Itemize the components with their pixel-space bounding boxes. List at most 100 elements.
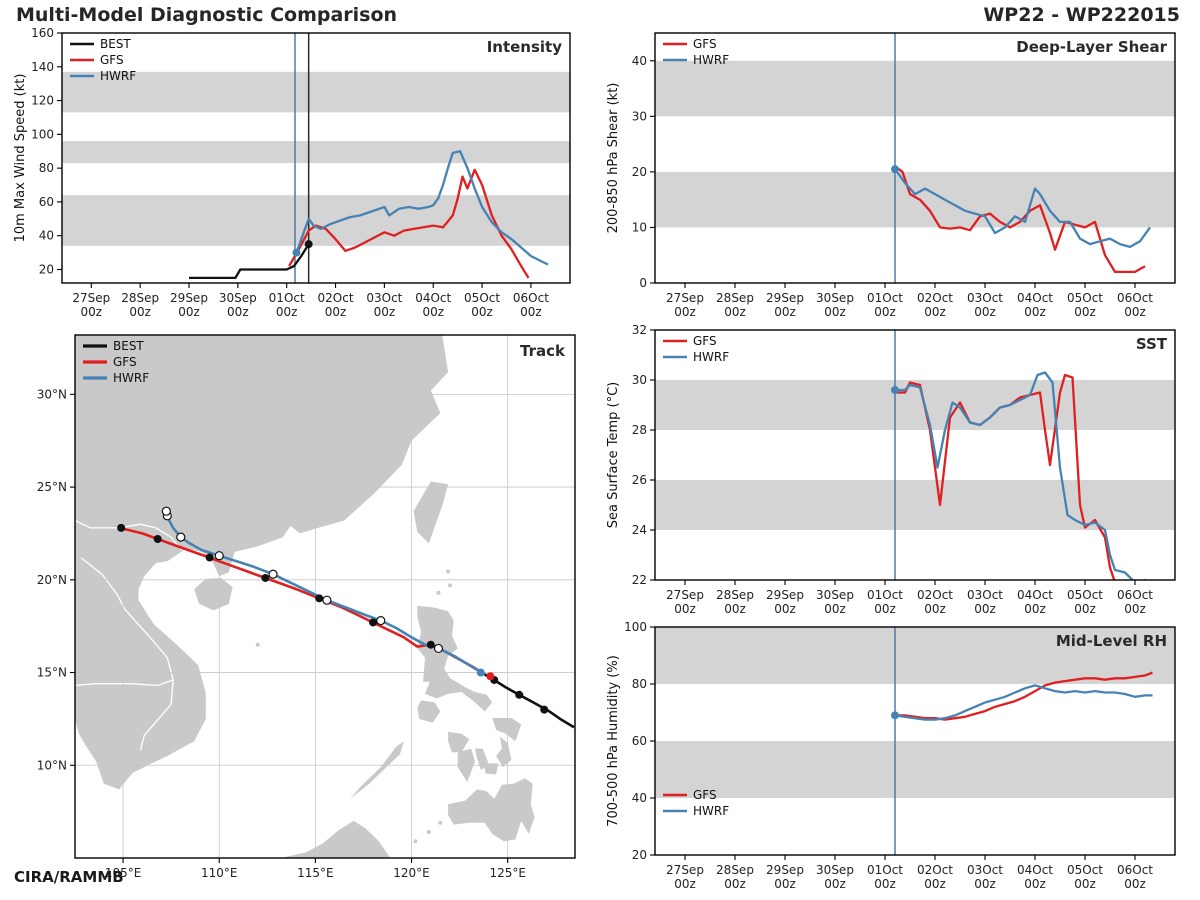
x-tick-label: 01Oct [269,291,305,305]
sst-category-band [655,380,1175,430]
track-fix-open [433,643,444,654]
x-tick-sublabel: 00z [874,602,896,616]
y-tick-label: 40 [632,791,647,805]
track-fix-filled [153,535,162,544]
intensity-title: Intensity [487,38,563,56]
x-tick-label: 03Oct [967,291,1003,305]
gfs-start-marker [486,672,495,681]
intensity-category-band [62,141,570,164]
shear-gfs-line [894,165,1146,274]
legend-label-hwrf: HWRF [693,804,729,818]
y-tick-label: 140 [31,60,54,74]
country-border [80,557,174,751]
shear-hwrf-line [894,168,1151,249]
small-island [255,642,260,647]
lon-tick-label: 120°E [393,866,430,880]
y-tick-label: 24 [632,523,647,537]
x-tick-sublabel: 00z [1074,602,1096,616]
y-tick-label: 26 [632,473,647,487]
track-fix-filled [315,594,324,603]
y-tick-label: 10 [632,220,647,234]
country-border [75,679,174,687]
sst-panel: 22242628303227Sep00z28Sep00z29Sep00z30Se… [606,323,1176,616]
x-tick-sublabel: 00z [674,305,696,319]
lon-tick-label: 115°E [297,866,334,880]
y-tick-label: 60 [39,195,54,209]
lat-tick-label: 10°N [37,758,67,772]
x-tick-sublabel: 00z [1024,305,1046,319]
small-island [448,583,452,588]
x-tick-sublabel: 00z [276,305,298,319]
x-tick-label: 01Oct [867,588,903,602]
legend-label-hwrf: HWRF [113,371,149,385]
page-title: Multi-Model Diagnostic Comparison [16,4,398,26]
intensity-best-line [189,243,310,280]
track-fix-open [268,569,278,579]
track-fix-filled [205,553,214,562]
intensity-init-marker [304,240,313,249]
y-tick-label: 20 [39,262,54,276]
x-tick-label: 28Sep [716,588,754,602]
track-fix-open [161,506,171,516]
track-title: Track [520,342,566,360]
x-tick-label: 05Oct [1067,863,1103,877]
x-tick-label: 06Oct [1117,291,1153,305]
x-tick-sublabel: 00z [974,877,996,891]
landmass [75,335,449,790]
storm-id: WP22 - WP222015 [983,4,1180,26]
y-tick-label: 40 [632,54,647,68]
hwrf-start-marker [476,668,485,677]
x-tick-sublabel: 00z [824,305,846,319]
legend-label-best: BEST [113,339,144,353]
legend-label-gfs: GFS [113,355,137,369]
y-tick-label: 160 [31,26,54,40]
x-tick-label: 29Sep [766,588,804,602]
x-tick-label: 04Oct [415,291,451,305]
lat-tick-label: 30°N [37,387,67,401]
shear-title: Deep-Layer Shear [1016,38,1167,56]
y-tick-label: 120 [31,94,54,108]
x-tick-label: 04Oct [1017,863,1053,877]
small-island [446,569,451,574]
x-tick-label: 06Oct [513,291,549,305]
intensity-category-band [62,195,570,246]
x-tick-label: 06Oct [1117,588,1153,602]
x-tick-label: 28Sep [716,291,754,305]
y-tick-label: 60 [632,734,647,748]
sst-title: SST [1136,335,1168,353]
intensity-panel: 2040608010012014016027Sep00z28Sep00z29Se… [13,26,571,319]
sst-ylabel: Sea Surface Temp (°C) [606,382,621,529]
track-panel: 105°E 110°E 115°E 120°E 125°E 10°N 15°N 20°N 25°… [37,334,576,880]
x-tick-label: 03Oct [967,588,1003,602]
x-tick-sublabel: 00z [1124,305,1146,319]
x-tick-label: 30Sep [816,588,854,602]
rh-category-band [655,627,1175,684]
x-tick-sublabel: 00z [227,305,249,319]
shear-init-marker [891,165,899,174]
x-tick-label: 28Sep [716,863,754,877]
landmass [492,718,522,742]
y-tick-label: 80 [632,677,647,691]
landmass [280,820,391,858]
x-tick-label: 30Sep [219,291,257,305]
x-tick-label: 02Oct [917,863,953,877]
track-fix-filled [369,618,378,627]
x-tick-sublabel: 00z [774,602,796,616]
x-tick-sublabel: 00z [974,602,996,616]
lat-tick-label: 25°N [37,480,67,494]
x-tick-sublabel: 00z [774,305,796,319]
x-tick-label: 27Sep [666,588,704,602]
x-tick-label: 27Sep [666,863,704,877]
track-fix-filled [426,640,435,649]
x-tick-label: 04Oct [1017,291,1053,305]
x-tick-sublabel: 00z [774,877,796,891]
y-tick-label: 80 [39,161,54,175]
x-tick-sublabel: 00z [374,305,396,319]
x-tick-sublabel: 00z [471,305,493,319]
country-border [75,519,183,551]
track-fix-open [376,616,386,626]
x-tick-sublabel: 00z [81,305,103,319]
x-tick-label: 06Oct [1117,863,1153,877]
y-tick-label: 32 [632,323,647,337]
